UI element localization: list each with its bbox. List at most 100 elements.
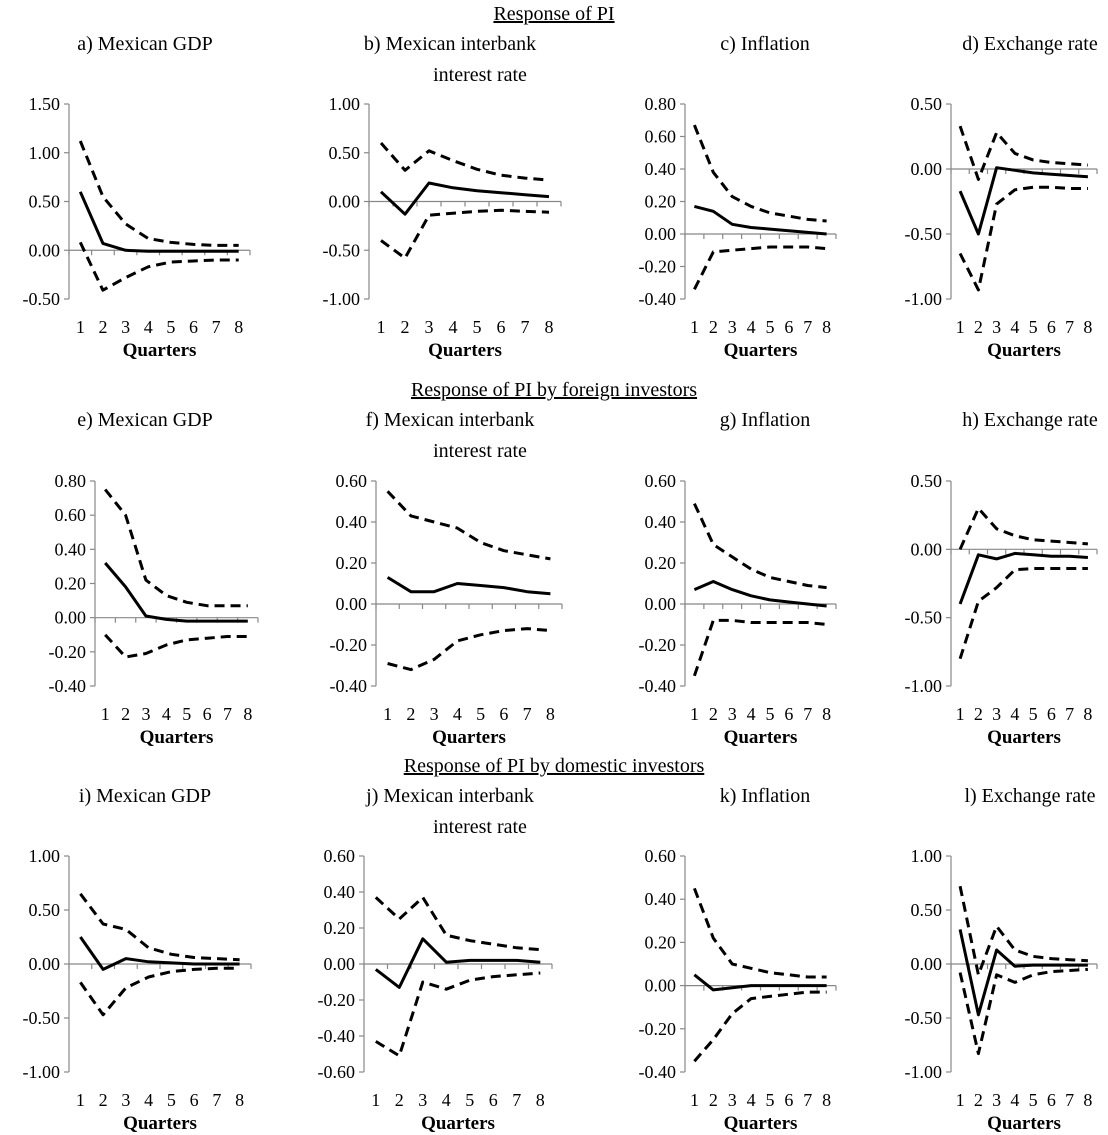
x-tick-label: 6 [203, 704, 212, 724]
x-tick-label: 4 [442, 1090, 451, 1110]
x-tick-label: 7 [1065, 1090, 1074, 1110]
response-line [958, 551, 1089, 605]
panel-f: f) Mexican interbank interest rate 0.60 0.4… [330, 409, 563, 748]
y-tick-label: 0.20 [324, 918, 356, 938]
y-tick-label: -0.50 [905, 608, 943, 628]
x-tick-label: 4 [453, 704, 462, 724]
x-tick-label: 2 [974, 317, 983, 337]
x-axis-title: Quarters [432, 727, 506, 748]
y-tick-label: -0.40 [318, 1026, 356, 1046]
x-tick-label: 5 [765, 317, 774, 337]
x-tick-label: 4 [1010, 317, 1019, 337]
y-tick-label: -0.20 [639, 635, 677, 655]
y-tick-label: 0.40 [324, 882, 356, 902]
y-tick-label: -0.50 [323, 240, 361, 260]
y-tick-label: 0.00 [911, 159, 943, 179]
y-tick-label: -1.00 [323, 289, 361, 309]
response-line [78, 191, 239, 253]
x-tick-label: 2 [99, 1090, 108, 1110]
x-tick-label: 7 [212, 317, 221, 337]
y-tick-label: -1.00 [905, 676, 943, 696]
x-tick-label: 2 [401, 317, 410, 337]
x-tick-label: 1 [101, 704, 110, 724]
x-tick-label: 2 [709, 1090, 718, 1110]
x-tick-label: 4 [162, 704, 171, 724]
x-tick-label: 8 [822, 1090, 831, 1110]
y-tick-label: 0.60 [645, 846, 677, 866]
x-tick-label: 5 [473, 317, 482, 337]
y-tick-label: 0.50 [911, 471, 943, 491]
y-tick-label: -0.40 [639, 289, 677, 309]
x-tick-label: 5 [465, 1090, 474, 1110]
x-tick-label: 6 [499, 704, 508, 724]
x-tick-label: 8 [234, 317, 243, 337]
response-line [386, 576, 551, 596]
panel-title: l) Exchange rate [964, 785, 1095, 807]
y-tick-label: 0.50 [911, 94, 943, 114]
x-axis-title: Quarters [724, 1113, 798, 1134]
response-line [958, 166, 1089, 236]
x-tick-label: 3 [425, 317, 434, 337]
y-tick-label: 1.00 [911, 846, 943, 866]
y-tick-label: 0.50 [911, 900, 943, 920]
y-tick-label: 0.60 [55, 505, 87, 525]
panel-h: h) Exchange rate 0.50 0.00 -0.50 -1.00 1 2 3 4 5 6… [905, 409, 1098, 748]
upper-bound-line [693, 502, 827, 590]
x-tick-label: 1 [690, 317, 699, 337]
y-tick-label: 0.20 [645, 553, 677, 573]
x-tick-label: 3 [728, 704, 737, 724]
y-tick-label: 0.50 [329, 143, 361, 163]
y-tick-label: -0.50 [23, 289, 61, 309]
panel-title: j) Mexican interbank [365, 785, 534, 807]
x-tick-label: 1 [690, 1090, 699, 1110]
x-tick-label: 8 [822, 317, 831, 337]
y-tick-label: -0.40 [639, 1062, 677, 1082]
panel-title: b) Mexican interbank [364, 33, 536, 55]
x-tick-label: 5 [476, 704, 485, 724]
y-tick-label: -1.00 [23, 1062, 61, 1082]
y-tick-label: 0.00 [645, 976, 677, 996]
x-tick-label: 2 [395, 1090, 404, 1110]
panel-b: b) Mexican interbank interest rate 1.00 0.5… [323, 33, 562, 361]
x-tick-label: 1 [76, 317, 85, 337]
x-tick-label: 8 [235, 1090, 244, 1110]
y-tick-label: 0.00 [645, 594, 677, 614]
x-tick-label: 5 [166, 317, 175, 337]
panel-title-line2: interest rate [433, 816, 527, 838]
x-tick-label: 5 [1029, 704, 1038, 724]
x-tick-label: 8 [822, 704, 831, 724]
upper-bound-line [78, 140, 239, 247]
response-line [104, 562, 248, 623]
lower-bound-line [958, 185, 1088, 292]
x-tick-label: 3 [992, 317, 1001, 337]
lower-bound-line [79, 966, 240, 1017]
y-tick-label: 1.50 [29, 94, 61, 114]
response-line [79, 936, 240, 971]
x-tick-label: 1 [956, 317, 965, 337]
y-tick-label: -0.50 [905, 224, 943, 244]
x-axis-title: Quarters [421, 1113, 495, 1134]
upper-bound-line [958, 125, 1089, 181]
upper-bound-line [958, 506, 1089, 550]
x-tick-label: 4 [144, 317, 153, 337]
x-tick-label: 1 [690, 704, 699, 724]
y-tick-label: 0.00 [336, 594, 368, 614]
y-tick-label: 0.60 [645, 127, 677, 147]
lower-bound-line [693, 245, 827, 290]
lower-bound-line [78, 241, 239, 292]
x-tick-label: 4 [144, 1090, 153, 1110]
panel-a: a) Mexican GDP 1.50 1.00 0.50 0.00 -0.50 1 2 3 4 5… [23, 33, 251, 361]
y-tick-label: 1.00 [329, 94, 361, 114]
y-tick-label: 0.40 [645, 889, 677, 909]
upper-bound-line [692, 887, 827, 979]
panel-j: j) Mexican interbank interest rate 0.60 0.4… [318, 785, 553, 1134]
x-tick-label: 1 [371, 1090, 380, 1110]
y-tick-label: 0.20 [336, 553, 368, 573]
x-tick-label: 2 [974, 1090, 983, 1110]
y-tick-label: 0.00 [911, 954, 943, 974]
x-tick-label: 7 [1065, 704, 1074, 724]
x-tick-label: 3 [430, 704, 439, 724]
upper-bound-line [386, 490, 551, 561]
y-tick-label: 0.20 [645, 192, 677, 212]
